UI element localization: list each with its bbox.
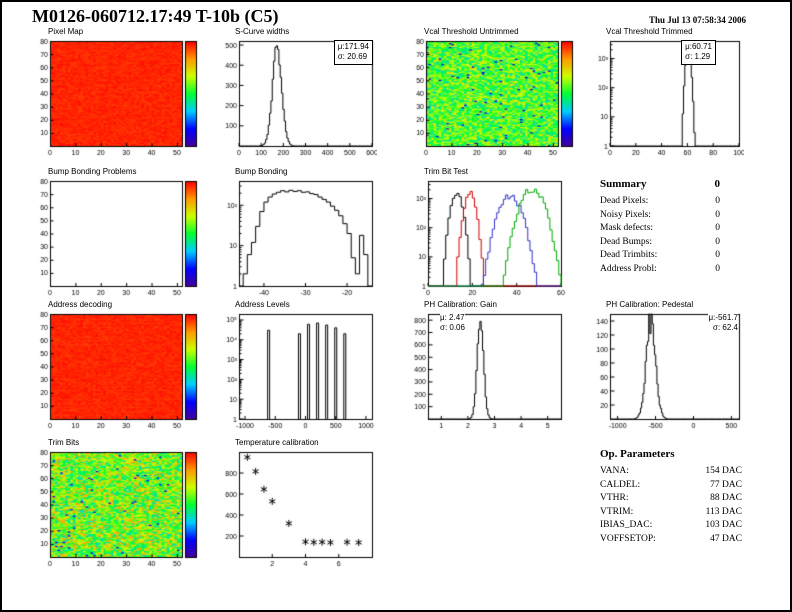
op-parameter-value: 103 DAC [705,520,742,530]
ph-pedestal-stats-mu: μ:-561.7 [708,313,738,322]
summary-row: Dead Bumps: 0 [600,237,720,247]
summary-row-label: Dead Trimbits: [600,250,658,260]
summary-row-value: 0 [715,223,720,233]
op-parameter-label: IBIAS_DAC: [600,520,653,530]
summary-row: Noisy Pixels: 0 [600,210,720,220]
scurve-stats-mu: μ:171.94 [337,42,369,51]
panel-trim-bits: Trim Bits [30,438,205,570]
op-parameter-row: VANA: 154 DAC [600,466,742,476]
summary-total: 0 [714,178,721,190]
summary-header: Summary 0 [600,178,720,190]
op-parameter-row: VTHR: 88 DAC [600,493,742,503]
bump-bonding-problems-chart [30,178,205,298]
op-parameter-label: CALDEL: [600,479,641,490]
panel-scurve-widths: S-Curve widths μ:171.94 σ: 20.69 [217,27,377,159]
vcal-trimmed-title: Vcal Threshold Trimmed [606,27,693,36]
op-parameter-row: CALDEL: 77 DAC [600,480,742,490]
op-parameters-title: Op. Parameters [600,448,675,460]
panel-vcal-untrimmed: Vcal Threshold Untrimmed [406,27,581,159]
summary-row-label: Dead Bumps: [600,236,652,247]
op-parameter-value: 154 DAC [705,466,742,476]
op-parameter-value: 113 DAC [705,506,742,517]
op-parameter-row: VTRIM: 113 DAC [600,507,742,517]
summary-row-value: 0 [715,196,720,206]
vcal-trimmed-stats-mu: μ:60.71 [685,42,712,51]
summary-row-label: Dead Pixels: [600,196,649,206]
address-decoding-title: Address decoding [48,300,113,309]
op-parameter-value: 88 DAC [710,493,742,503]
panel-trim-bit-test: Trim Bit Test [406,167,566,299]
ph-gain-title: PH Calibration: Gain [424,300,497,309]
op-parameters-header: Op. Parameters [600,448,742,460]
summary-row-value: 0 [715,209,720,220]
panel-temperature-calibration: Temperature calibration [217,438,377,570]
trim-bit-test-title: Trim Bit Test [424,167,469,176]
temperature-calibration-title: Temperature calibration [235,438,319,447]
summary-row-label: Mask defects: [600,223,654,233]
panel-ph-pedestal: PH Calibration: Pedestal μ:-561.7 σ: 62.… [588,300,744,432]
timestamp: Thu Jul 13 07:58:34 2006 [648,15,746,25]
summary-block: Summary 0 Dead Pixels: 0 Noisy Pixels: 0 M… [600,178,750,277]
temperature-calibration-chart [217,449,377,569]
trim-bits-title: Trim Bits [48,438,80,447]
summary-row: Dead Pixels: 0 [600,196,720,206]
vcal-untrimmed-chart [406,38,581,158]
address-levels-title: Address Levels [235,300,290,309]
panel-ph-gain: PH Calibration: Gain μ: 2.47 σ: 0.06 [406,300,566,432]
panel-address-levels: Address Levels [217,300,377,432]
op-parameter-label: VANA: [600,466,629,476]
summary-row-value: 0 [715,250,720,260]
vcal-untrimmed-title: Vcal Threshold Untrimmed [424,27,519,36]
op-parameter-label: VOFFSETOP: [600,533,656,544]
ph-gain-chart [406,311,566,431]
panel-address-decoding: Address decoding [30,300,205,432]
panel-pixel-map: Pixel Map [30,27,205,159]
op-parameters-block: Op. Parameters VANA: 154 DAC CALDEL: 77 DA… [600,448,750,547]
summary-row: Address Probl: 0 [600,264,720,274]
summary-row-value: 0 [715,236,720,247]
pixel-map-chart [30,38,205,158]
op-parameter-label: VTHR: [600,493,629,503]
ph-pedestal-title: PH Calibration: Pedestal [606,300,694,309]
address-decoding-chart [30,311,205,431]
ph-gain-stats-mu: μ: 2.47 [440,313,465,322]
panel-bump-bonding: Bump Bonding [217,167,377,299]
summary-row: Mask defects: 0 [600,223,720,233]
page-title: M0126-060712.17:49 T-10b (C5) [32,6,279,26]
scurve-stats-box: μ:171.94 σ: 20.69 [333,40,373,65]
summary-row-label: Address Probl: [600,263,657,274]
ph-pedestal-stats-box: μ:-561.7 σ: 62.4 [708,313,738,334]
summary-row-value: 0 [715,263,720,274]
ph-pedestal-stats-sigma: σ: 62.4 [713,323,738,333]
panel-bump-bonding-problems: Bump Bonding Problems [30,167,205,299]
pixel-map-title: Pixel Map [48,27,84,36]
ph-gain-stats-box: μ: 2.47 σ: 0.06 [440,313,465,334]
summary-title: Summary [600,178,647,190]
bump-bonding-problems-title: Bump Bonding Problems [48,167,137,176]
op-parameter-row: IBIAS_DAC: 103 DAC [600,520,742,530]
trim-bits-chart [30,449,205,569]
op-parameter-label: VTRIM: [600,506,634,517]
summary-row-label: Noisy Pixels: [600,209,651,220]
op-parameter-value: 77 DAC [710,479,742,490]
vcal-trimmed-stats-sigma: σ: 1.29 [685,52,711,62]
op-parameter-row: VOFFSETOP: 47 DAC [600,534,742,544]
op-parameter-value: 47 DAC [710,533,742,544]
scurve-stats-sigma: σ: 20.69 [337,52,368,62]
bump-bonding-chart [217,178,377,298]
vcal-trimmed-chart [588,38,744,158]
ph-gain-stats-sigma: σ: 0.06 [440,323,465,333]
address-levels-chart [217,311,377,431]
panel-vcal-trimmed: Vcal Threshold Trimmed μ:60.71 σ: 1.29 [588,27,744,159]
trim-bit-test-chart [406,178,566,298]
scurve-widths-title: S-Curve widths [235,27,290,36]
bump-bonding-title: Bump Bonding [235,167,288,176]
summary-row: Dead Trimbits: 0 [600,250,720,260]
vcal-trimmed-stats-box: μ:60.71 σ: 1.29 [681,40,716,65]
